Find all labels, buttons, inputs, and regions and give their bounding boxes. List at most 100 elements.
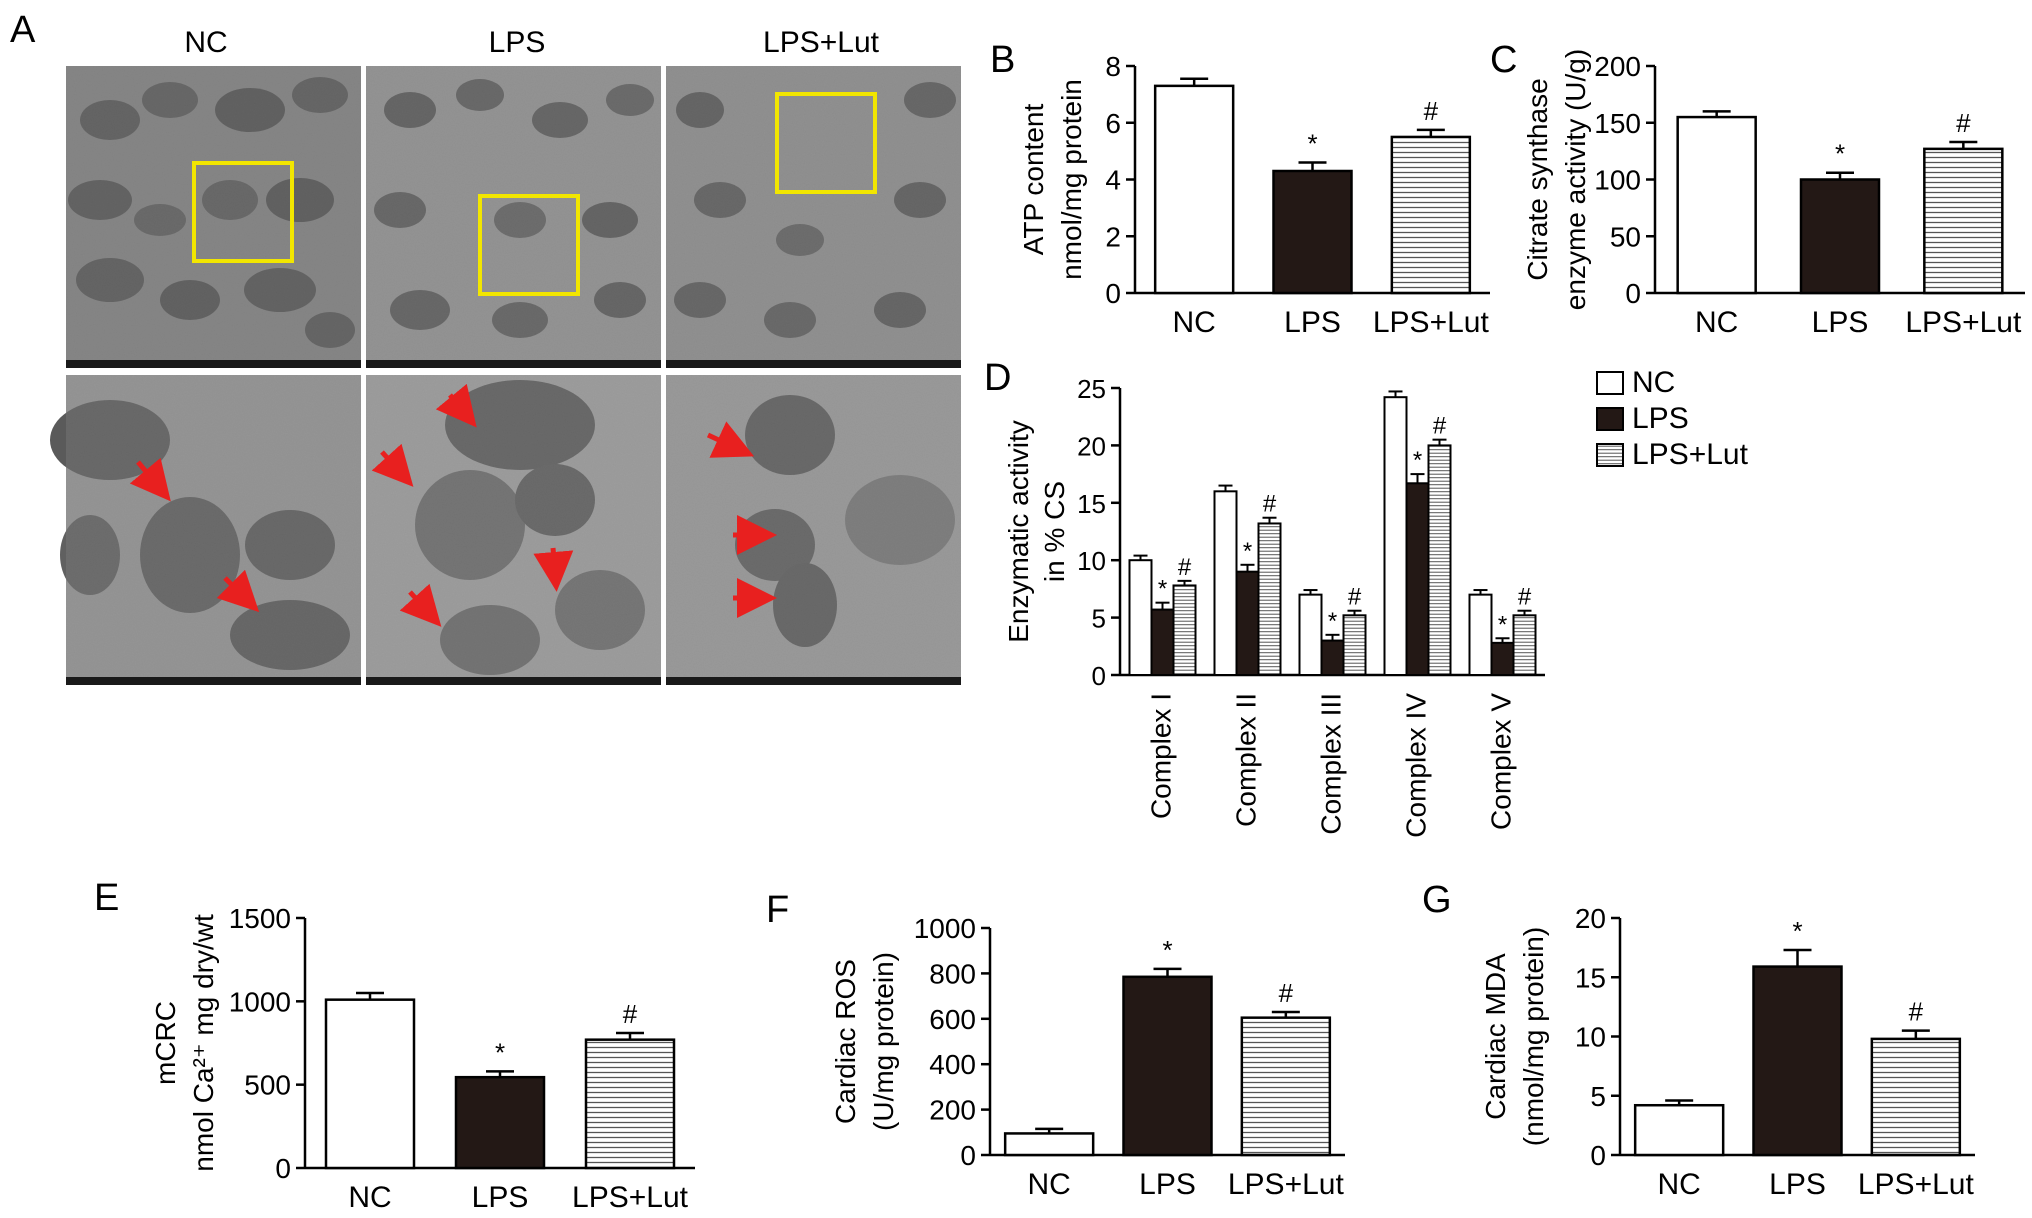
x-tick-label: LPS+Lut xyxy=(572,1181,689,1214)
y-tick-label: 1500 xyxy=(229,903,291,934)
y-tick-label: 10 xyxy=(1575,1022,1606,1053)
bar-nc-1 xyxy=(1128,559,1153,677)
bar-nc xyxy=(324,998,416,1170)
bar-lps-lut-5 xyxy=(1512,614,1537,677)
bar-lps-5 xyxy=(1490,641,1515,677)
y-tick-label: 400 xyxy=(929,1049,976,1080)
x-tick-label: NC xyxy=(1695,306,1738,339)
y-tick-label: 150 xyxy=(1594,108,1641,139)
y-axis-label: (U/mg protein) xyxy=(868,952,899,1131)
significance-hash: # xyxy=(1424,96,1439,126)
arrow-lps-3 xyxy=(533,547,574,592)
y-tick-label: 5 xyxy=(1590,1081,1606,1112)
micrograph-nc-high-mag xyxy=(50,375,361,685)
y-tick-label: 2 xyxy=(1105,221,1121,252)
y-tick-label: 500 xyxy=(244,1070,291,1101)
y-tick-label: 50 xyxy=(1610,221,1641,252)
panel-e-letter: E xyxy=(94,877,119,919)
significance-hash: # xyxy=(1956,108,1971,138)
panel-g-letter: G xyxy=(1422,879,1452,921)
y-axis-label: Enzymatic activity xyxy=(1003,420,1034,643)
y-tick-label: 600 xyxy=(929,1004,976,1035)
x-tick-label: Complex I xyxy=(1146,693,1177,819)
y-axis-label: (nmol/mg protein) xyxy=(1518,927,1549,1146)
significance-star: * xyxy=(1307,128,1317,158)
x-tick-label: Complex V xyxy=(1486,693,1517,830)
y-tick-label: 1000 xyxy=(914,913,976,944)
significance-star: * xyxy=(1413,447,1422,474)
y-tick-label: 4 xyxy=(1105,165,1121,196)
zoom-box-nc xyxy=(192,161,294,263)
significance-hash: # xyxy=(1518,584,1532,611)
x-tick-label: LPS xyxy=(1769,1168,1826,1201)
column-label-lps-lut: LPS+Lut xyxy=(763,26,880,59)
y-tick-label: 0 xyxy=(1590,1140,1606,1171)
y-tick-label: 0 xyxy=(1092,661,1106,691)
legend-label: LPS xyxy=(1632,402,1689,435)
y-tick-label: 20 xyxy=(1077,431,1106,461)
y-tick-label: 15 xyxy=(1077,489,1106,519)
x-tick-label: LPS+Lut xyxy=(1905,306,2022,339)
arrow-lps-2 xyxy=(371,443,414,487)
panel-a-letter: A xyxy=(10,9,36,51)
x-tick-label: NC xyxy=(1657,1168,1700,1201)
significance-star: * xyxy=(1162,935,1172,965)
significance-hash: # xyxy=(1909,997,1924,1027)
micrograph-lps-lut-high-mag xyxy=(666,375,961,685)
chart-panel-e: E 0 500 1000 1500 mCRC nmol Ca²⁺ mg dry/wt NC *… xyxy=(94,877,695,1214)
bar-nc xyxy=(1153,84,1235,295)
y-tick-label: 800 xyxy=(929,958,976,989)
bar-lps xyxy=(1272,169,1353,295)
x-tick-label: LPS+Lut xyxy=(1373,306,1490,339)
arrow-lps-1 xyxy=(435,383,477,428)
chart-panel-c: C 0 50 100 150 200 Citrate synthase enzyme act… xyxy=(1490,39,2025,339)
zoom-box-lps xyxy=(478,194,580,296)
column-label-nc: NC xyxy=(184,26,227,59)
x-tick-label: Complex III xyxy=(1316,693,1347,835)
bar-lps-lut-1 xyxy=(1172,584,1197,676)
y-tick-label: 5 xyxy=(1092,604,1106,634)
x-tick-label: LPS xyxy=(1284,306,1341,339)
y-axis-label: Cardiac ROS xyxy=(830,959,861,1124)
significance-star: * xyxy=(1328,608,1337,635)
bar-lps-lut-3 xyxy=(1342,614,1367,677)
bar-lps xyxy=(454,1075,546,1170)
significance-star: * xyxy=(1243,538,1252,565)
significance-hash: # xyxy=(1263,491,1277,518)
x-tick-label: LPS+Lut xyxy=(1858,1168,1975,1201)
bar-nc-4 xyxy=(1383,396,1408,676)
y-axis-label: ATP content xyxy=(1018,104,1049,256)
bar-lps-lut xyxy=(1923,147,2004,295)
bar-nc-2 xyxy=(1213,490,1238,676)
y-tick-label: 20 xyxy=(1575,903,1606,934)
x-tick-label: LPS xyxy=(1812,306,1869,339)
y-tick-label: 6 xyxy=(1105,108,1121,139)
x-tick-label: LPS xyxy=(1139,1168,1196,1201)
y-tick-label: 0 xyxy=(1105,278,1121,309)
y-tick-label: 8 xyxy=(1105,51,1121,82)
panel-b-letter: B xyxy=(990,39,1015,81)
bar-nc xyxy=(1003,1132,1095,1157)
x-tick-label: NC xyxy=(348,1181,391,1214)
panel-f-letter: F xyxy=(766,889,789,931)
x-tick-label: LPS xyxy=(472,1181,529,1214)
bar-nc xyxy=(1633,1103,1725,1157)
significance-star: * xyxy=(495,1037,505,1067)
significance-hash: # xyxy=(1433,413,1447,440)
significance-star: * xyxy=(1792,916,1802,946)
bar-nc-3 xyxy=(1298,593,1323,677)
y-tick-label: 15 xyxy=(1575,962,1606,993)
significance-hash: # xyxy=(1348,584,1362,611)
x-tick-label: NC xyxy=(1172,306,1215,339)
bar-lps xyxy=(1799,178,1881,295)
micrograph-lps-lut-low-mag xyxy=(666,66,961,368)
legend-label: NC xyxy=(1632,366,1675,399)
y-axis-label: nmol Ca²⁺ mg dry/wt xyxy=(188,914,219,1172)
chart-panel-b: B 0 2 4 6 8 ATP content nmol/mg protein NC * LPS #… xyxy=(990,39,1490,339)
bar-lps-lut xyxy=(1390,135,1472,295)
micrograph-lps-high-mag xyxy=(366,375,661,685)
y-tick-label: 0 xyxy=(275,1153,291,1184)
significance-hash: # xyxy=(1178,554,1192,581)
